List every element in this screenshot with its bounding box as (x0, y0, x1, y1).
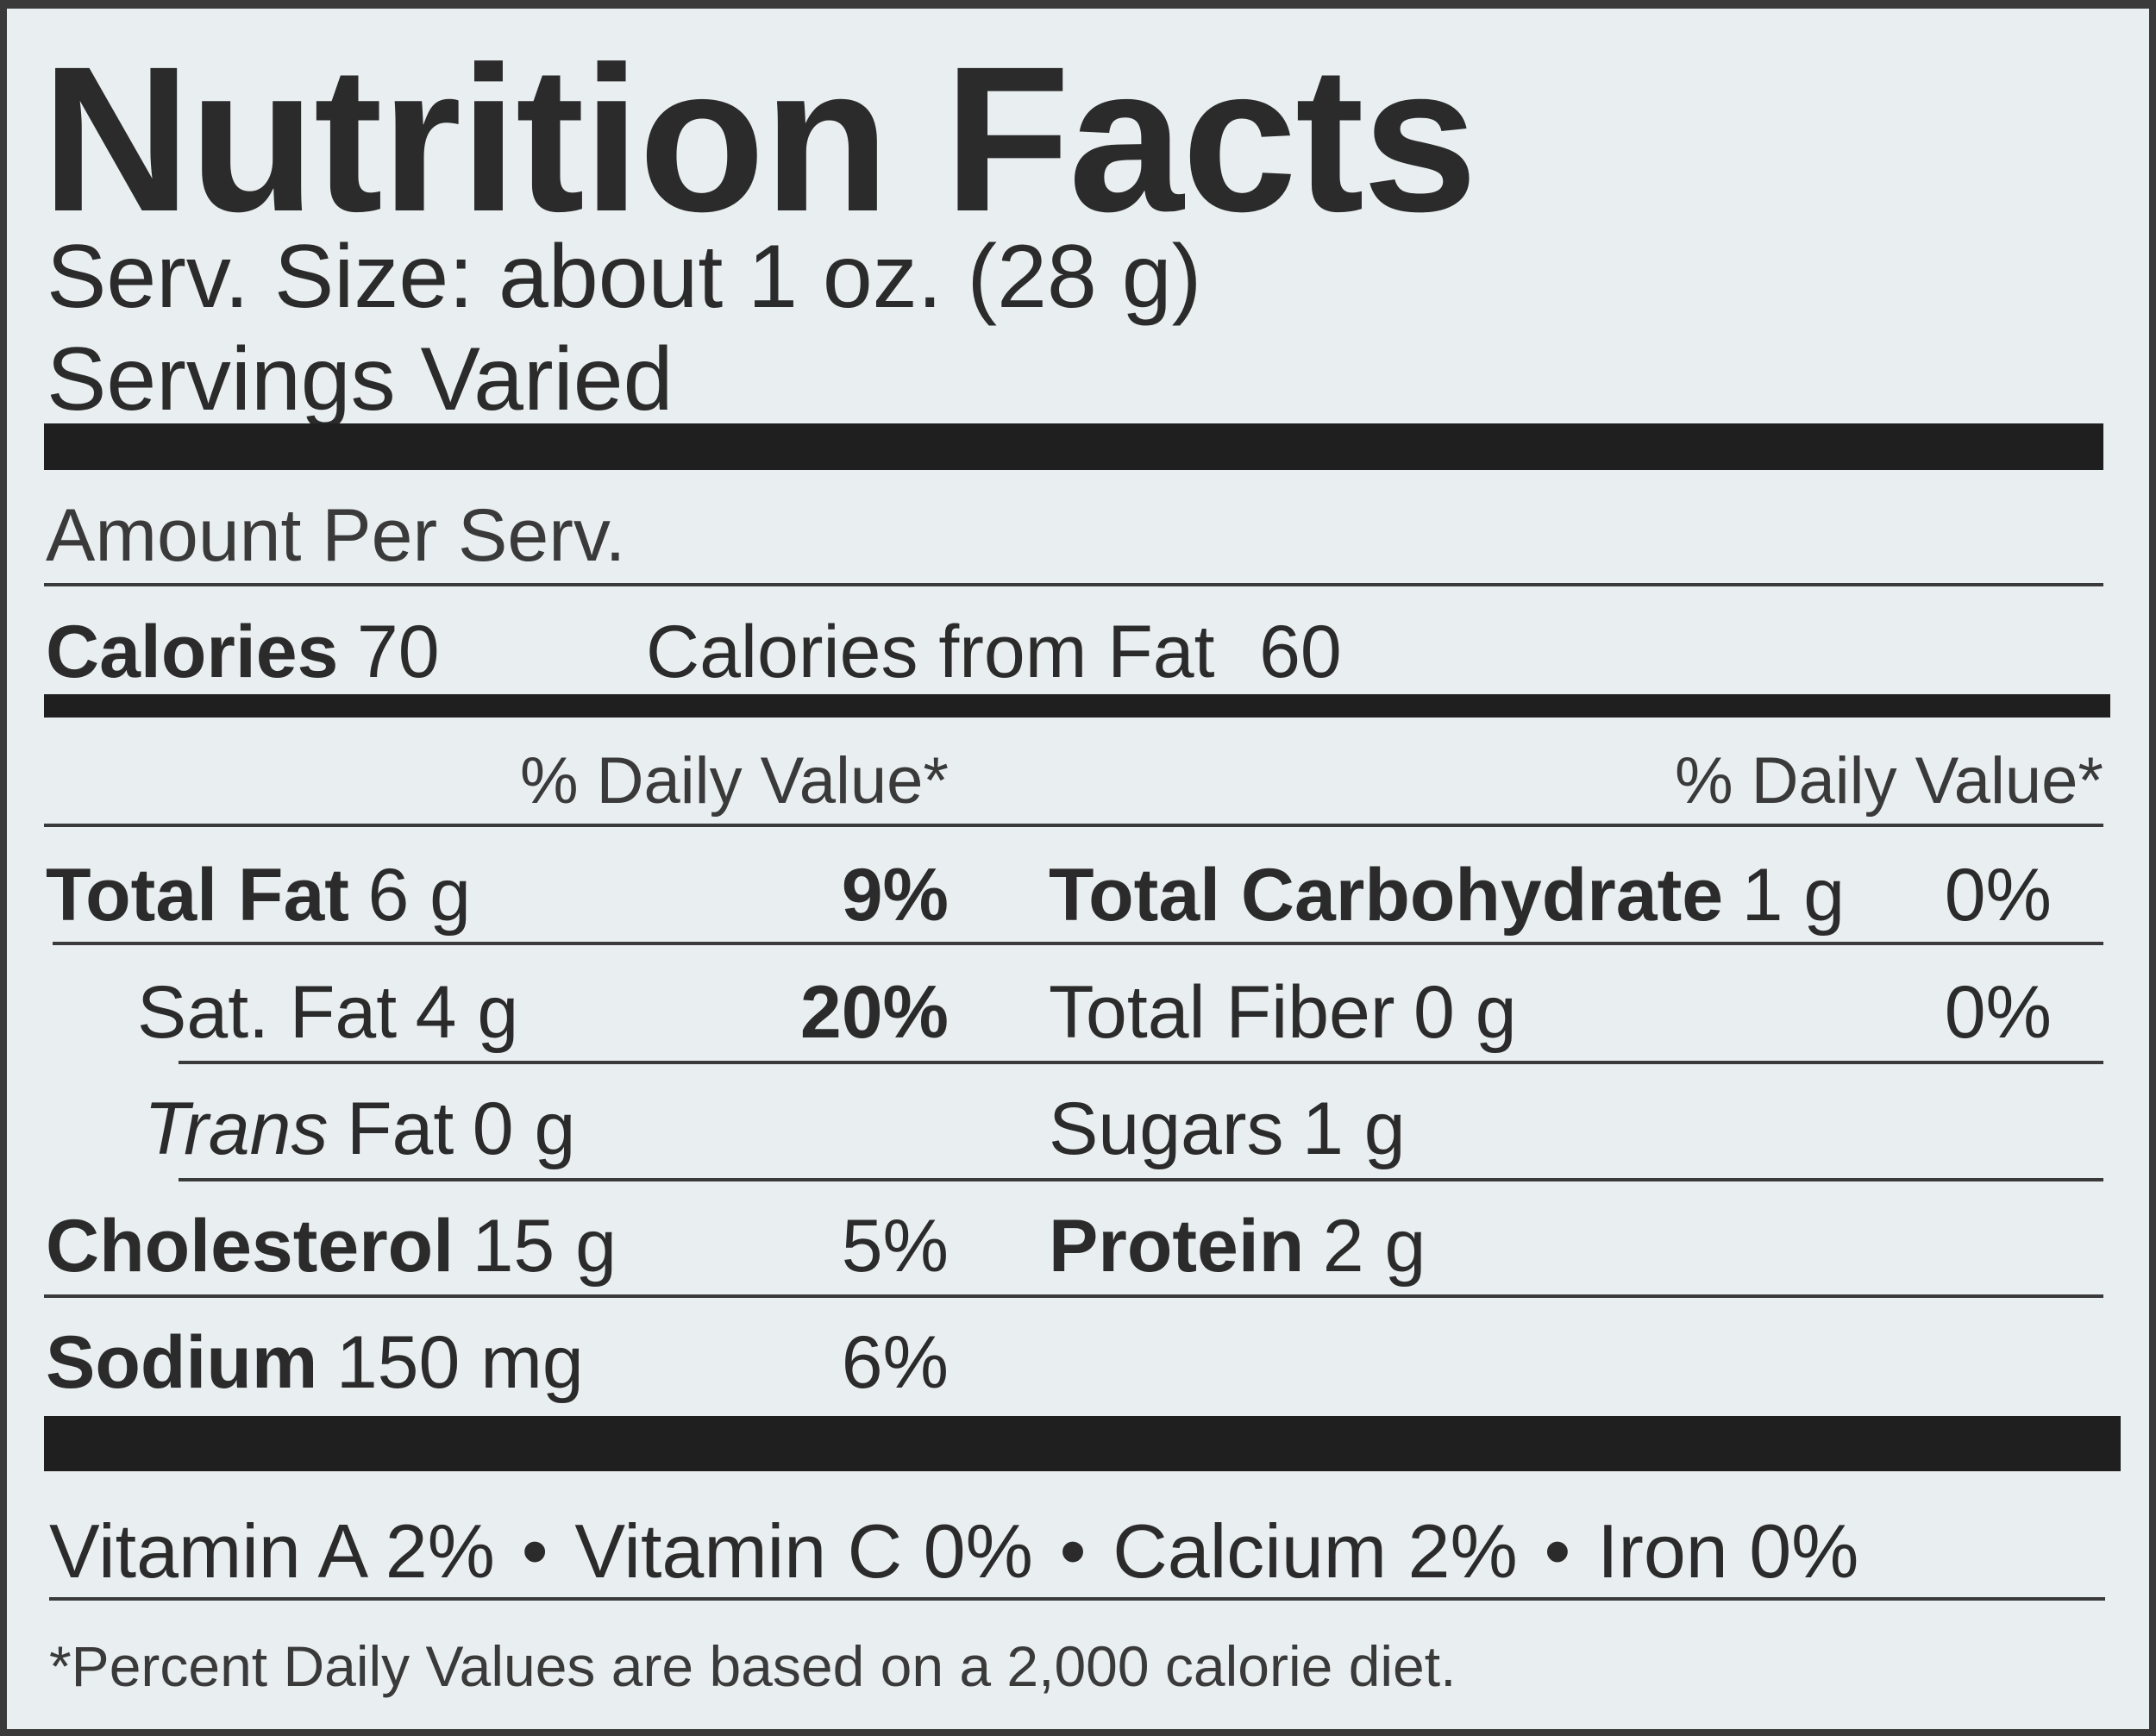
calories-from-fat-label: Calories from Fat (646, 611, 1215, 693)
calories-from-fat: Calories from Fat 60 (646, 600, 1342, 704)
nutrient: Protein 2 g (1049, 1194, 1426, 1298)
daily-value-header: % Daily Value* (1674, 744, 2103, 818)
footnote: *Percent Daily Values are based on a 2,0… (49, 1634, 1457, 1698)
rule (44, 1294, 2103, 1298)
daily-value: 20% (799, 971, 949, 1054)
separator: • (1544, 1508, 1571, 1594)
nutrient: Total Carbohydrate 1 g (1049, 843, 1845, 947)
amount-per-serving: Amount Per Serv. (46, 494, 626, 577)
nutrient: Total Fat 6 g (46, 843, 471, 947)
daily-value: 9% (841, 854, 949, 937)
nutrient-name: Total Carbohydrate (1049, 854, 1724, 937)
daily-value: 0% (1944, 854, 2052, 937)
nutrient-amount: 0 g (472, 1087, 576, 1170)
nutrient-name: Sodium (46, 1321, 318, 1404)
nutrient-name-italic: Trans (144, 1087, 329, 1170)
rule (53, 942, 2103, 945)
calories: Calories 70 (46, 600, 440, 704)
daily-value-header: % Daily Value* (519, 744, 949, 818)
nutrient-amount: 4 g (415, 971, 519, 1054)
servings: Servings Varied (47, 329, 674, 429)
separator: • (521, 1508, 548, 1594)
medium-bar (44, 694, 2110, 718)
vitamin: Calcium 2% (1112, 1508, 1518, 1594)
nutrient-amount: 6 g (367, 854, 471, 937)
nutrient-name: Total Fat (46, 854, 349, 937)
nutrient-name: Sat. Fat (137, 971, 398, 1054)
rule (49, 1597, 2105, 1601)
calories-from-fat-value: 60 (1259, 611, 1342, 693)
nutrient-amount: 0 g (1413, 971, 1517, 1054)
nutrient-name: Fat (346, 1087, 454, 1170)
calories-value: 70 (356, 611, 440, 693)
daily-value: 6% (841, 1321, 949, 1404)
vitamin: Vitamin C 0% (574, 1508, 1033, 1594)
nutrient: Sodium 150 mg (46, 1311, 584, 1414)
calories-label: Calories (46, 611, 339, 693)
serving-size: Serv. Size: about 1 oz. (28 g) (47, 227, 1202, 327)
nutrient-name: Cholesterol (46, 1205, 454, 1288)
vitamin: Vitamin A 2% (49, 1508, 495, 1594)
daily-value: 0% (1944, 971, 2052, 1054)
rule (44, 583, 2103, 586)
nutrient: Sat. Fat 4 g (137, 961, 518, 1064)
vitamins: Vitamin A 2% • Vitamin C 0% • Calcium 2% • Iro… (49, 1500, 1858, 1603)
thick-bar (44, 1416, 2121, 1471)
daily-value: 5% (841, 1205, 949, 1288)
rule (179, 1178, 2103, 1181)
nutrient-name: Protein (1049, 1205, 1305, 1288)
separator: • (1059, 1508, 1087, 1594)
nutrient: Sugars 1 g (1049, 1077, 1406, 1181)
nutrient: Trans Fat 0 g (144, 1077, 575, 1181)
nutrient-amount: 15 g (472, 1205, 617, 1288)
nutrient-amount: 2 g (1322, 1205, 1426, 1288)
vitamin: Iron 0% (1597, 1508, 1859, 1594)
nutrient: Cholesterol 15 g (46, 1194, 617, 1298)
rule (179, 1061, 2103, 1064)
nutrient-amount: 1 g (1302, 1087, 1406, 1170)
nutrient-amount: 1 g (1741, 854, 1846, 937)
nutrient-name: Sugars (1049, 1087, 1284, 1170)
nutrient: Total Fiber 0 g (1049, 961, 1517, 1064)
nutrient-name: Total Fiber (1049, 971, 1395, 1054)
title: Nutrition Facts (41, 23, 1477, 254)
rule (44, 824, 2103, 827)
nutrient-amount: 150 mg (335, 1321, 584, 1404)
thick-bar (44, 423, 2103, 470)
